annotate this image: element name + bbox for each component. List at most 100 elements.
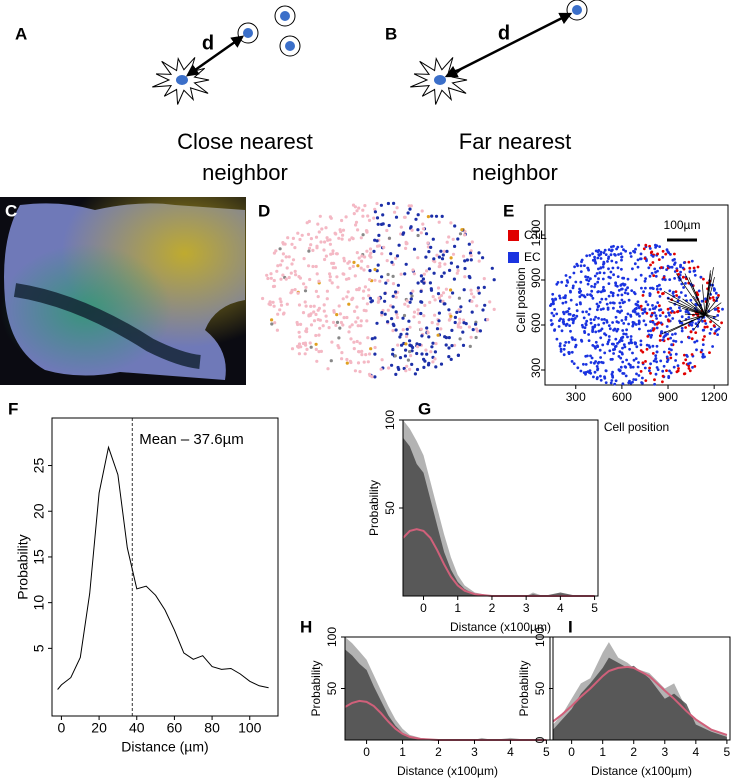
y-tick-label: 20 xyxy=(31,503,47,519)
cell-dot xyxy=(655,360,658,364)
cell-dot xyxy=(317,279,321,283)
cell-dot xyxy=(673,277,676,280)
cell-dot xyxy=(419,327,423,331)
cell-dot xyxy=(563,344,566,347)
cell-dot xyxy=(555,337,559,341)
cell-dot xyxy=(579,270,583,273)
cell-dot xyxy=(659,308,663,311)
cell-dot xyxy=(604,297,608,301)
cell-dot xyxy=(393,210,397,214)
cell-dot xyxy=(394,372,398,376)
cell-dot xyxy=(309,323,314,327)
cell-dot xyxy=(369,251,373,255)
cell-dot xyxy=(422,314,426,318)
cell-dot xyxy=(301,341,305,346)
cell-dot xyxy=(291,236,295,240)
cell-dot xyxy=(359,324,363,328)
cell-dot xyxy=(357,286,361,290)
x-axis-label: Distance (x100µm) xyxy=(450,620,551,634)
cell-dot xyxy=(578,287,581,291)
cell-dot xyxy=(649,371,652,375)
cell-dot xyxy=(380,252,384,256)
cell-dot xyxy=(428,300,432,304)
cell-dot xyxy=(622,372,626,375)
caption: neighbor xyxy=(202,160,288,185)
cell-dot xyxy=(427,335,431,339)
cell-dot xyxy=(352,212,356,216)
cell-dot xyxy=(711,345,714,348)
cell-dot xyxy=(607,267,610,271)
cell-dot xyxy=(688,270,692,274)
cell-dot xyxy=(619,338,622,342)
cell-dot xyxy=(595,302,599,306)
cell-dot xyxy=(401,328,405,332)
cell-dot xyxy=(602,260,606,264)
cell-dot xyxy=(564,294,567,298)
cell-dot xyxy=(687,367,691,370)
cell-dot xyxy=(570,360,574,363)
cell-dot xyxy=(655,326,659,330)
cell-dot xyxy=(697,289,701,293)
cell-dot xyxy=(455,310,459,314)
cell-dot xyxy=(356,316,360,320)
cell-dot xyxy=(687,336,691,340)
cell-dot xyxy=(293,288,297,292)
cell-dot xyxy=(279,277,283,281)
cell-dot xyxy=(648,247,652,250)
cell-dot xyxy=(665,369,668,372)
legend-label: CTL xyxy=(524,228,547,242)
cell-dot xyxy=(381,222,385,226)
cell-dot xyxy=(427,250,431,254)
cell-dot xyxy=(367,288,371,292)
density-line xyxy=(57,445,269,690)
cell-dot xyxy=(571,336,574,340)
cell-dot xyxy=(561,320,565,324)
cell-dot xyxy=(430,214,434,218)
cell-dot xyxy=(331,249,335,253)
cell-dot xyxy=(488,300,492,304)
cell-dot xyxy=(582,316,586,320)
panel-letter: G xyxy=(418,399,431,418)
cell-dot xyxy=(436,292,441,296)
cell-dot xyxy=(408,350,412,354)
cell-dot xyxy=(357,206,361,210)
cell-dot xyxy=(410,294,414,298)
cell-dot xyxy=(573,317,577,320)
cell-dot xyxy=(361,214,365,218)
cell-dot xyxy=(379,203,383,207)
cell-dot xyxy=(584,322,588,326)
cell-dot xyxy=(397,243,401,247)
cell-dot xyxy=(600,297,604,301)
cell-dot xyxy=(629,381,633,385)
cell-dot xyxy=(629,251,632,255)
cell-dot xyxy=(632,358,636,362)
cell-dot xyxy=(333,266,337,270)
cell-dot xyxy=(431,295,435,299)
cell-dot xyxy=(679,309,682,312)
cell-dot xyxy=(364,229,369,233)
cell-dot xyxy=(601,277,605,281)
cell-dot xyxy=(377,296,381,300)
cell-dot xyxy=(293,269,297,273)
cell-dot xyxy=(711,296,715,299)
cell-dot xyxy=(644,243,648,247)
density-area xyxy=(345,649,547,740)
cell-dot xyxy=(639,304,643,308)
cell-dot xyxy=(360,254,364,258)
cell-dot xyxy=(641,361,645,365)
cell-dot xyxy=(593,274,597,278)
cell-dot xyxy=(431,341,435,345)
cell-dot xyxy=(444,343,448,347)
cell-dot xyxy=(561,301,565,305)
cell-dot xyxy=(375,321,379,325)
cell-dot xyxy=(458,337,462,341)
cell-dot xyxy=(603,248,607,252)
cell-dot xyxy=(279,303,284,307)
cell-dot xyxy=(567,340,571,344)
cell-dot xyxy=(693,273,697,277)
cell-dot xyxy=(704,322,708,325)
cell-dot xyxy=(402,313,407,318)
cell-dot xyxy=(586,354,589,358)
distance-label: d xyxy=(202,32,214,54)
x-tick-label: 20 xyxy=(91,720,107,736)
